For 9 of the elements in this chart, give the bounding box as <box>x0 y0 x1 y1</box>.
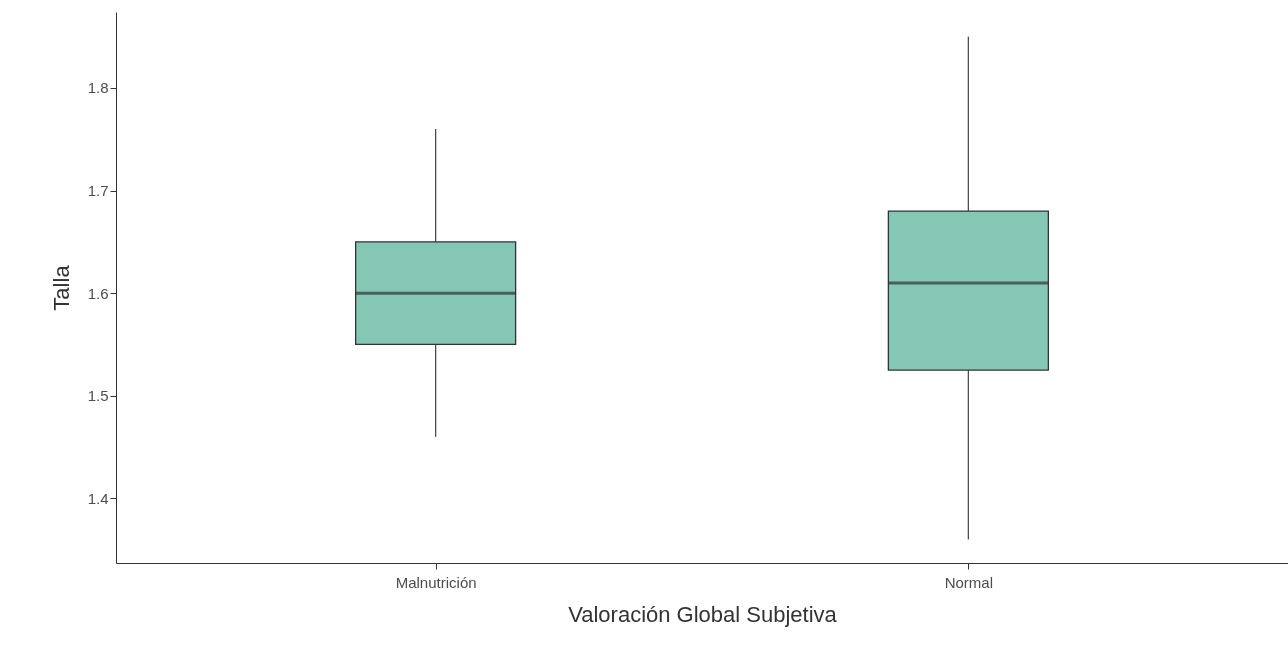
y-tick-label: 1.6 <box>87 284 109 302</box>
x-tick-label: Malnutrición <box>395 573 477 591</box>
y-tick-label: 1.7 <box>87 182 109 200</box>
x-axis-title: Valoración Global Subjetiva <box>568 601 838 627</box>
y-tick-label: 1.8 <box>87 79 109 97</box>
y-tick-label: 1.4 <box>87 489 109 507</box>
y-tick-label: 1.5 <box>87 387 109 405</box>
y-axis-title: Talla <box>48 264 74 311</box>
x-tick-label: Normal <box>944 573 994 591</box>
